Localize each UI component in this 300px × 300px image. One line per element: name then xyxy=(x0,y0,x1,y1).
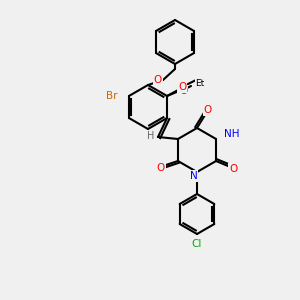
Text: O: O xyxy=(204,105,212,115)
Text: O: O xyxy=(178,82,186,92)
Text: NH: NH xyxy=(224,129,240,139)
Text: O: O xyxy=(154,75,162,85)
Text: Et: Et xyxy=(195,80,204,88)
Text: O: O xyxy=(229,164,237,174)
Text: N: N xyxy=(190,171,198,181)
Text: O: O xyxy=(157,163,165,173)
Text: O: O xyxy=(179,86,187,96)
Text: Br: Br xyxy=(106,91,118,101)
Text: Cl: Cl xyxy=(192,239,202,249)
Text: H: H xyxy=(147,131,155,141)
